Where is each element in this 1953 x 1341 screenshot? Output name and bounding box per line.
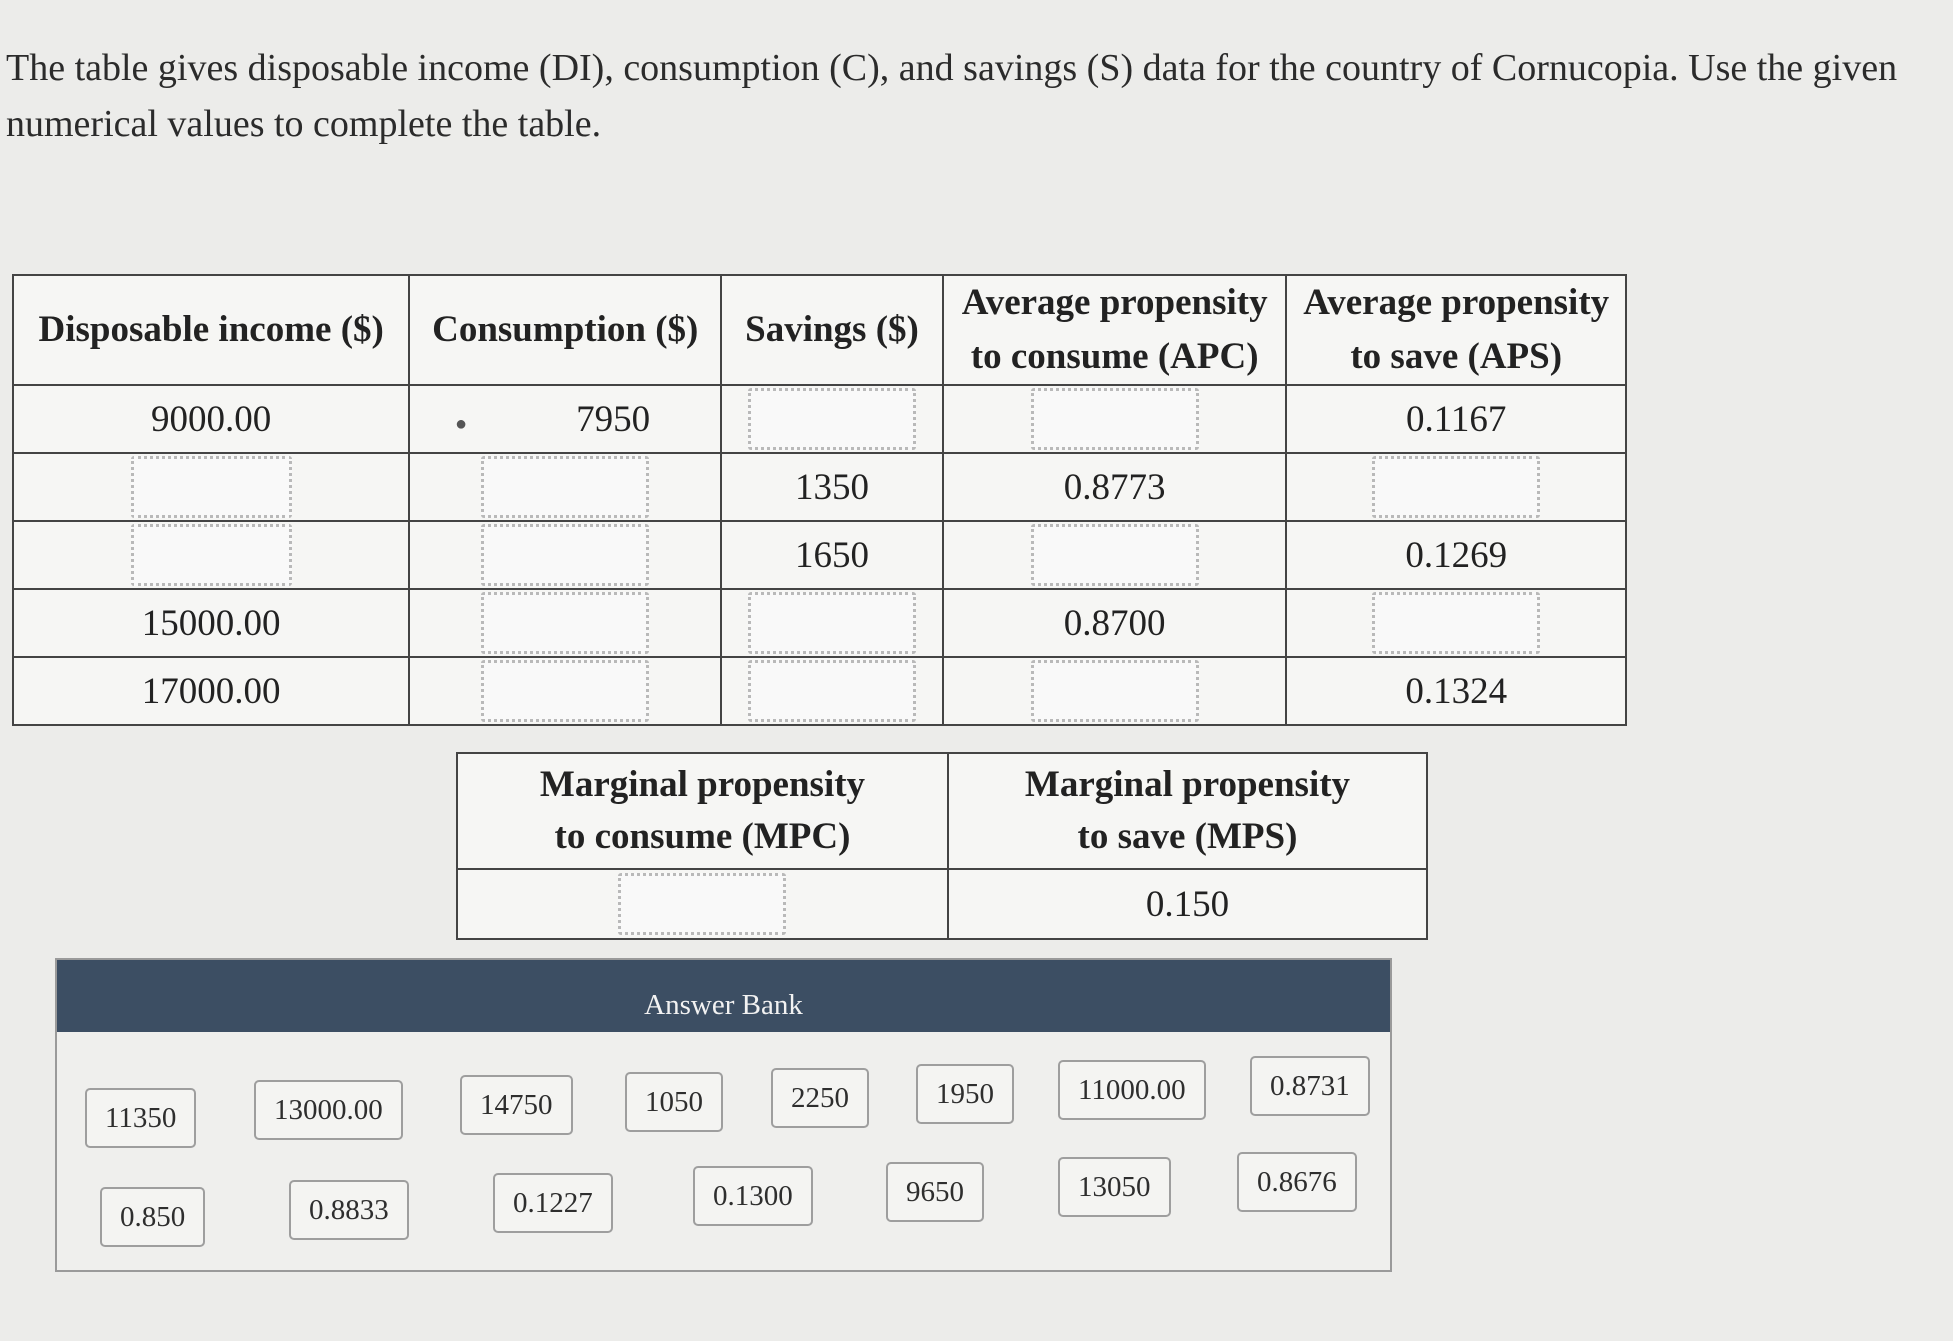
cell-savings (720, 384, 944, 454)
answer-chip[interactable]: 0.850 (100, 1187, 206, 1247)
drop-target-consumption[interactable] (481, 660, 650, 722)
data-table: Disposable income ($) Consumption ($) Sa… (11, 274, 1627, 726)
drop-target-consumption[interactable] (481, 456, 650, 518)
cell-aps: 0.1324 (1285, 656, 1627, 726)
cell-di: 15000.00 (11, 588, 411, 658)
answer-chip[interactable]: 0.1227 (493, 1173, 613, 1233)
marginal-propensity-table: Marginal propensity to consume (MPC) Marg… (456, 752, 1429, 940)
header-mps-line1: Marginal propensity (1024, 764, 1351, 805)
drop-target-di[interactable] (130, 524, 292, 586)
answer-chip[interactable]: 14750 (460, 1075, 573, 1135)
cell-consumption (408, 588, 723, 658)
header-mpc-line1: Marginal propensity (539, 764, 866, 805)
drop-target-savings[interactable] (748, 660, 916, 722)
drop-target-savings[interactable] (748, 592, 916, 654)
table-row: 1350 0.8773 (11, 452, 1627, 522)
cell-mps: 0.150 (946, 868, 1429, 940)
cell-savings: 1350 (720, 452, 944, 522)
header-mps-line2: to save (MPS) (1077, 816, 1298, 857)
answer-chip[interactable]: 0.8731 (1250, 1056, 1370, 1116)
drop-target-di[interactable] (130, 456, 292, 518)
drop-target-mpc[interactable] (618, 873, 787, 935)
header-mpc-line2: to consume (MPC) (554, 816, 851, 857)
cell-consumption (408, 656, 723, 726)
cell-aps (1285, 452, 1627, 522)
answer-chip[interactable]: 0.1300 (693, 1166, 813, 1226)
table-row: 9000.00 7950 0.1167 (11, 384, 1627, 454)
answer-chip[interactable]: 9650 (886, 1162, 984, 1222)
cell-di: 17000.00 (11, 656, 411, 726)
cell-di (11, 520, 411, 590)
cell-apc (941, 656, 1288, 726)
drop-target-consumption[interactable] (481, 592, 650, 654)
drop-target-savings[interactable] (748, 388, 916, 450)
table-header-row: Disposable income ($) Consumption ($) Sa… (11, 274, 1627, 386)
header-mpc: Marginal propensity to consume (MPC) (456, 752, 949, 870)
cell-savings: 1650 (720, 520, 944, 590)
header-aps: Average propensity to save (APS) (1285, 274, 1627, 386)
cell-savings (720, 588, 944, 658)
cell-apc: 0.8700 (941, 588, 1288, 658)
answer-bank-title: Answer Bank (57, 960, 1390, 1032)
table-row: 1650 0.1269 (11, 520, 1627, 590)
answer-bank: Answer Bank 11350 13000.00 14750 1050 22… (55, 958, 1392, 1272)
cell-consumption (408, 520, 723, 590)
cell-consumption (408, 452, 723, 522)
cell-aps (1285, 588, 1627, 658)
cell-aps: 0.1269 (1285, 520, 1627, 590)
answer-chip[interactable]: 13050 (1058, 1157, 1171, 1217)
header-disposable-income: Disposable income ($) (11, 274, 411, 386)
answer-chip[interactable]: 11350 (85, 1088, 197, 1148)
cell-savings (720, 656, 944, 726)
header-savings: Savings ($) (720, 274, 944, 386)
header-apc: Average propensity to consume (APC) (941, 274, 1288, 386)
header-mps: Marginal propensity to save (MPS) (946, 752, 1429, 870)
bullet-marker: ● (455, 413, 468, 435)
cell-consumption: 7950 (408, 384, 723, 454)
cell-apc: 0.8773 (941, 452, 1288, 522)
marginal-value-row: 0.150 (456, 868, 1429, 940)
question-prompt: The table gives disposable income (DI), … (6, 47, 1898, 145)
marginal-header-row: Marginal propensity to consume (MPC) Marg… (456, 752, 1429, 870)
answer-chip[interactable]: 2250 (771, 1068, 869, 1128)
header-apc-line1: Average propensity (961, 282, 1268, 323)
table-row: 15000.00 0.8700 (11, 588, 1627, 658)
cell-mpc (456, 868, 949, 940)
header-consumption: Consumption ($) (408, 274, 723, 386)
answer-chip[interactable]: 1050 (625, 1072, 723, 1132)
drop-target-apc[interactable] (1030, 660, 1199, 722)
cell-apc (941, 520, 1288, 590)
cell-aps: 0.1167 (1285, 384, 1627, 454)
answer-chip[interactable]: 1950 (916, 1064, 1014, 1124)
drop-target-consumption[interactable] (481, 524, 650, 586)
cell-di: 9000.00 (11, 384, 411, 454)
header-aps-line2: to save (APS) (1350, 336, 1563, 377)
drop-target-aps[interactable] (1372, 456, 1541, 518)
answer-chip[interactable]: 0.8676 (1237, 1152, 1357, 1212)
cell-apc (941, 384, 1288, 454)
drop-target-apc[interactable] (1030, 524, 1199, 586)
answer-chip[interactable]: 11000.00 (1058, 1060, 1206, 1120)
answer-chip[interactable]: 0.8833 (289, 1180, 409, 1240)
header-aps-line1: Average propensity (1303, 282, 1610, 323)
header-apc-line2: to consume (APC) (970, 336, 1259, 377)
table-row: 17000.00 0.1324 (11, 656, 1627, 726)
cell-di (11, 452, 411, 522)
drop-target-apc[interactable] (1030, 388, 1199, 450)
drop-target-aps[interactable] (1372, 592, 1541, 654)
answer-chip[interactable]: 13000.00 (254, 1080, 403, 1140)
